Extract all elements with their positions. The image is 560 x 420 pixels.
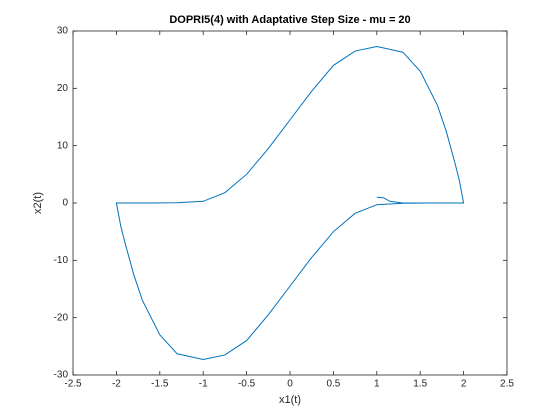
x-tick-label: -2.5	[64, 379, 82, 390]
x-tick-label: -2	[112, 379, 121, 390]
x-tick-label: 0	[287, 379, 293, 390]
x-tick-label: -1.5	[151, 379, 169, 390]
y-tick-label: 10	[57, 140, 69, 151]
x-tick-label: 1	[374, 379, 380, 390]
y-tick-label: 20	[57, 83, 69, 94]
x-tick-label: 2	[461, 379, 467, 390]
x-axis-label: x1(t)	[279, 394, 301, 406]
y-tick-label: 30	[57, 26, 69, 37]
x-tick-label: 2.5	[500, 379, 514, 390]
x-tick-label: 0.5	[326, 379, 340, 390]
chart-title: DOPRI5(4) with Adaptative Step Size - mu…	[169, 14, 410, 26]
x-tick-label: -0.5	[238, 379, 256, 390]
y-tick-label: -30	[54, 370, 69, 381]
y-tick-label: -10	[54, 255, 69, 266]
y-axis-label: x2(t)	[32, 192, 44, 214]
x-tick-label: -1	[199, 379, 208, 390]
series-line	[115, 45, 465, 361]
y-tick-label: -20	[54, 312, 69, 323]
x-tick-label: 1.5	[413, 379, 427, 390]
y-tick-label: 0	[62, 198, 68, 209]
